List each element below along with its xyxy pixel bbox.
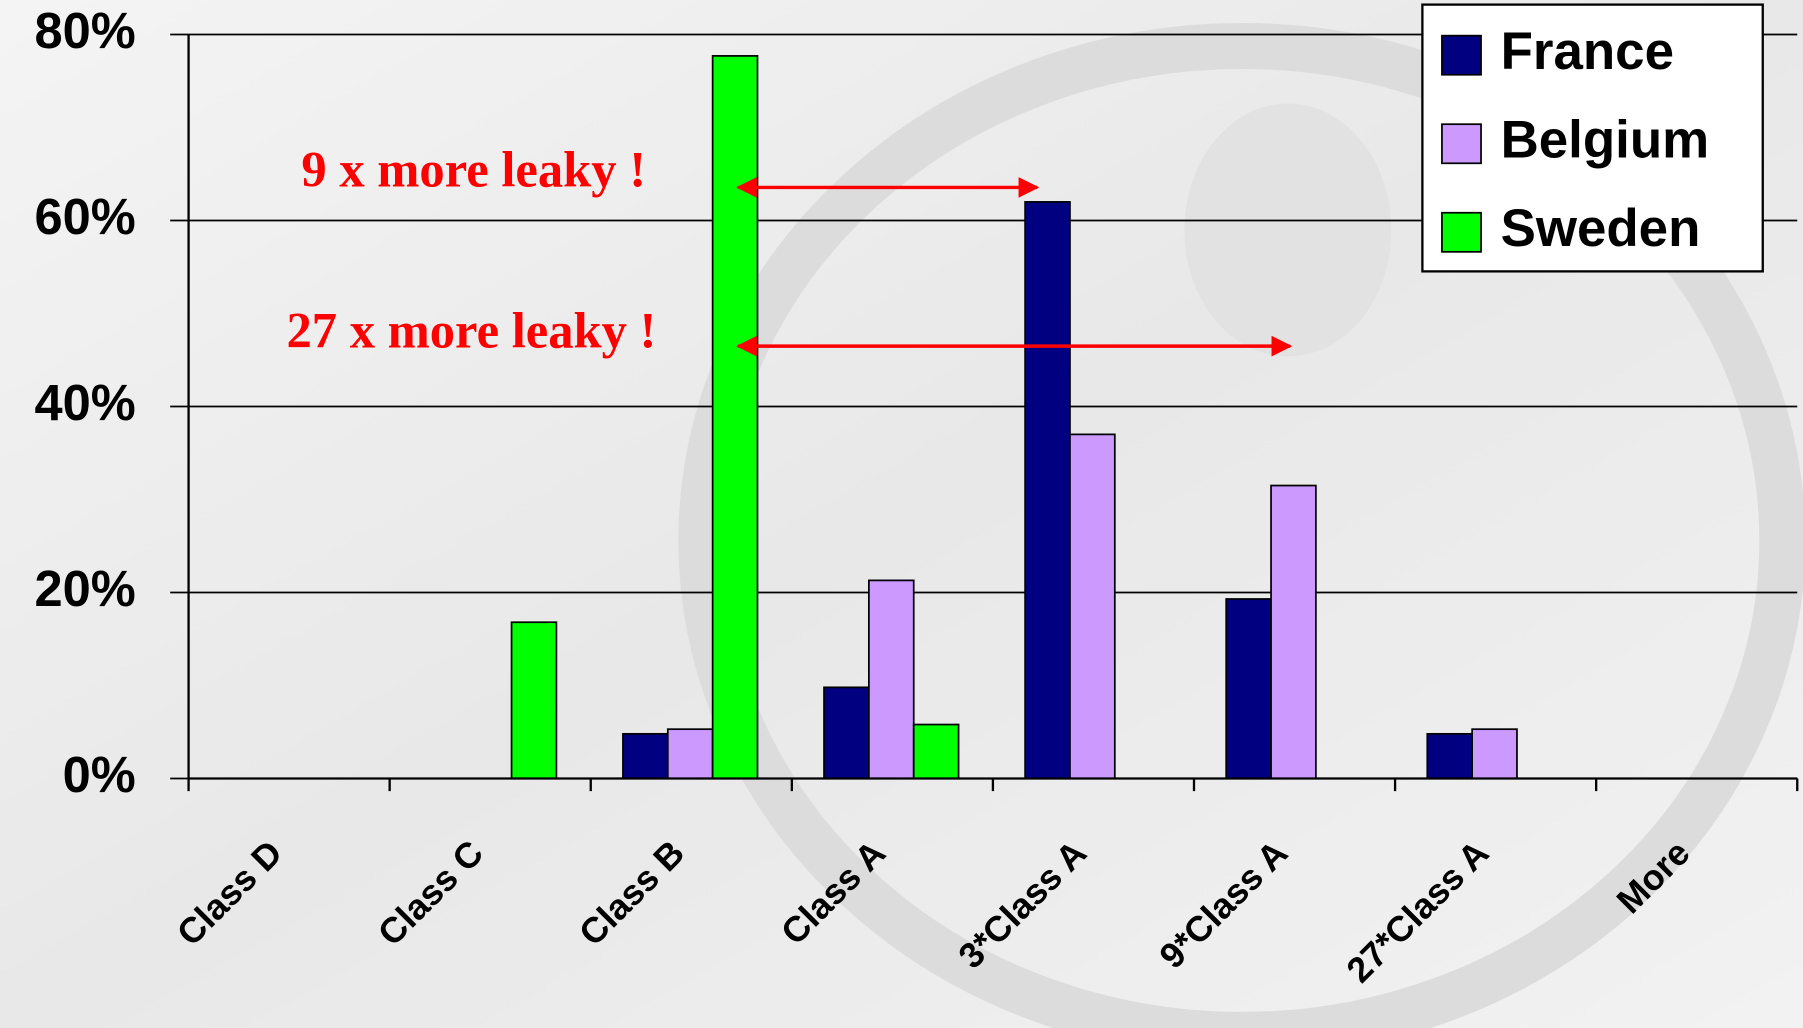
bar [1472, 729, 1517, 778]
bar [1271, 486, 1316, 779]
y-tick-label: 60% [34, 188, 135, 245]
legend-label: France [1501, 22, 1674, 81]
bar [1226, 599, 1271, 778]
y-tick-label: 20% [34, 560, 135, 617]
chart: 9 x more leaky ! 27 x more leaky ! Franc… [0, 0, 1803, 1028]
legend-swatch [1442, 213, 1481, 252]
legend-swatch [1442, 36, 1481, 75]
legend-label: Sweden [1501, 199, 1701, 258]
legend: France Belgium Sweden [1422, 5, 1762, 272]
bar [1070, 434, 1115, 778]
bar [668, 729, 713, 778]
bar [713, 56, 758, 779]
bar [1025, 202, 1070, 779]
annotation: 9 x more leaky ! [301, 141, 646, 197]
annotation: 27 x more leaky ! [286, 302, 656, 358]
y-tick-label: 80% [34, 2, 135, 59]
bar [1427, 734, 1472, 779]
bar [623, 734, 668, 779]
legend-label: Belgium [1501, 111, 1710, 170]
bar [869, 580, 914, 778]
bar [914, 725, 959, 779]
legend-swatch [1442, 124, 1481, 163]
y-tick-label: 0% [63, 746, 136, 803]
background-shape [1184, 103, 1391, 356]
bar [824, 687, 869, 778]
bar [512, 622, 557, 778]
y-tick-label: 40% [34, 374, 135, 431]
